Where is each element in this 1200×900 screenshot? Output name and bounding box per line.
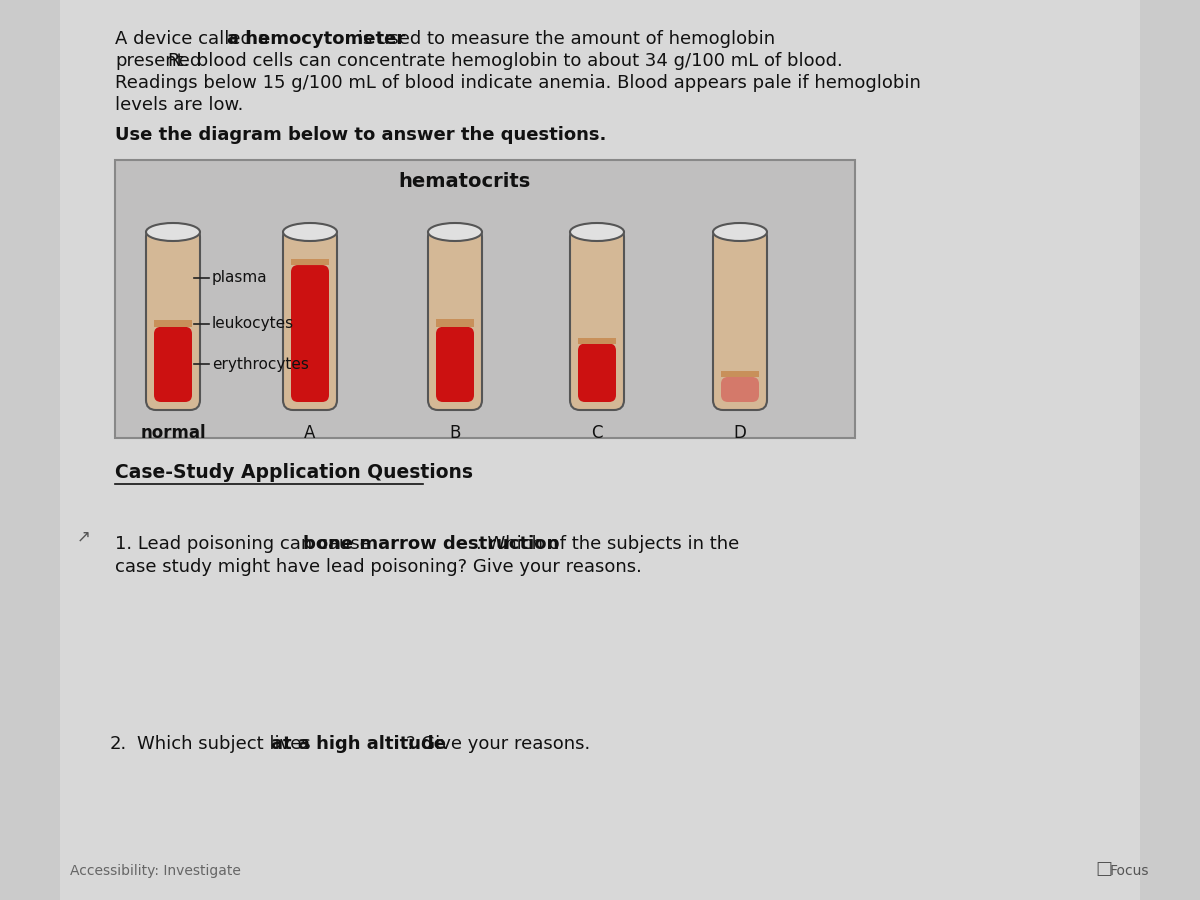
Text: . Which of the subjects in the: . Which of the subjects in the (475, 535, 739, 553)
Text: a hemocytometer: a hemocytometer (227, 30, 406, 48)
Text: Case-Study Application Questions: Case-Study Application Questions (115, 463, 473, 482)
Text: bone marrow destruction: bone marrow destruction (304, 535, 559, 553)
Text: ? Give your reasons.: ? Give your reasons. (407, 735, 590, 753)
Text: Focus: Focus (1110, 864, 1150, 878)
Text: $\nearrow$: $\nearrow$ (73, 528, 90, 546)
Text: leukocytes: leukocytes (212, 316, 294, 331)
Text: D: D (733, 424, 746, 442)
Text: □: □ (1096, 860, 1112, 878)
Text: normal: normal (140, 424, 206, 442)
Ellipse shape (146, 223, 200, 241)
Text: A: A (305, 424, 316, 442)
FancyBboxPatch shape (578, 338, 616, 344)
FancyBboxPatch shape (721, 377, 760, 402)
Ellipse shape (283, 223, 337, 241)
FancyBboxPatch shape (436, 319, 474, 327)
Text: Readings below 15 g/100 mL of blood indicate anemia. Blood appears pale if hemog: Readings below 15 g/100 mL of blood indi… (115, 74, 920, 92)
Text: case study might have lead poisoning? Give your reasons.: case study might have lead poisoning? Gi… (115, 558, 642, 576)
FancyBboxPatch shape (436, 327, 474, 402)
FancyBboxPatch shape (115, 160, 854, 438)
Text: B: B (449, 424, 461, 442)
Text: at a high altitude: at a high altitude (271, 735, 446, 753)
FancyBboxPatch shape (154, 320, 192, 327)
FancyBboxPatch shape (570, 227, 624, 410)
FancyBboxPatch shape (428, 227, 482, 410)
FancyBboxPatch shape (292, 259, 329, 266)
Text: Accessibility: Investigate: Accessibility: Investigate (70, 864, 241, 878)
Text: hematocrits: hematocrits (398, 172, 532, 191)
Text: plasma: plasma (212, 270, 268, 285)
Ellipse shape (428, 223, 482, 241)
Text: C: C (592, 424, 602, 442)
Text: Which subject lives: Which subject lives (137, 735, 317, 753)
FancyBboxPatch shape (283, 227, 337, 410)
FancyBboxPatch shape (146, 227, 200, 410)
FancyBboxPatch shape (292, 266, 329, 402)
FancyBboxPatch shape (578, 344, 616, 402)
Text: 2.: 2. (110, 735, 127, 753)
FancyBboxPatch shape (721, 371, 760, 377)
Text: erythrocytes: erythrocytes (212, 357, 308, 372)
Ellipse shape (570, 223, 624, 241)
Text: is used to measure the amount of hemoglobin: is used to measure the amount of hemoglo… (352, 30, 775, 48)
FancyBboxPatch shape (713, 227, 767, 410)
Text: Use the diagram below to answer the questions.: Use the diagram below to answer the ques… (115, 126, 606, 144)
Text: present.: present. (115, 52, 190, 70)
Text: 1. Lead poisoning can cause: 1. Lead poisoning can cause (115, 535, 377, 553)
FancyBboxPatch shape (154, 327, 192, 402)
Text: levels are low.: levels are low. (115, 96, 244, 114)
FancyBboxPatch shape (60, 0, 1140, 900)
Text: A device called a: A device called a (115, 30, 275, 48)
Text: Red: Red (167, 52, 202, 70)
Text: blood cells can concentrate hemoglobin to about 34 g/100 mL of blood.: blood cells can concentrate hemoglobin t… (191, 52, 842, 70)
Ellipse shape (713, 223, 767, 241)
